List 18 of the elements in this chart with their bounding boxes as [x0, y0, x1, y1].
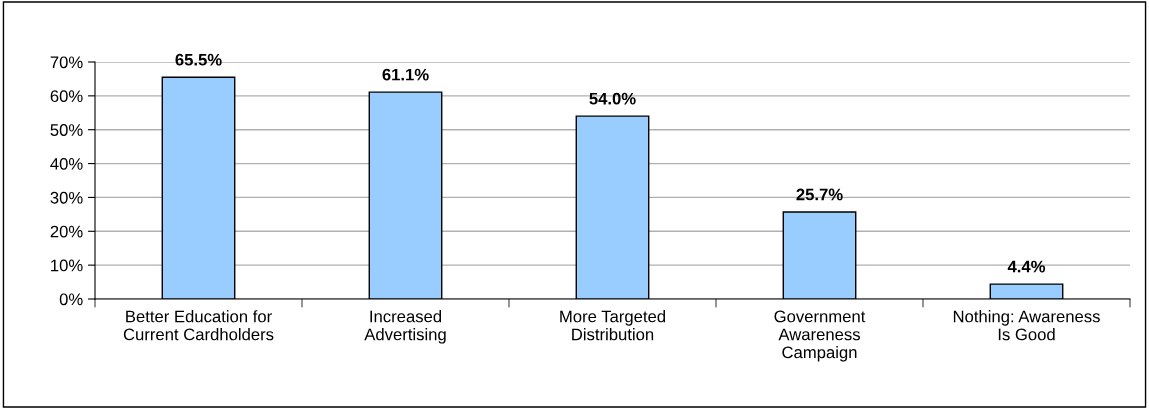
y-tick-label: 50%: [50, 124, 83, 136]
y-tick-label: 10%: [51, 259, 83, 272]
data-label: 65.5%: [175, 53, 222, 66]
y-tick-label: 20%: [50, 225, 83, 238]
x-tick-label: Government Awareness Campaign: [774, 310, 866, 362]
x-tick-label: More Targeted Distribution: [560, 310, 666, 341]
y-tick-label: 0%: [59, 293, 83, 306]
data-label: 25.7%: [796, 188, 843, 201]
data-label: 4.4%: [1007, 260, 1046, 273]
data-label: 61.1%: [382, 68, 429, 81]
y-tick-label: 60%: [50, 90, 83, 103]
x-tick-label: Better Education for Current Cardholders: [123, 310, 274, 341]
data-label: 54.0%: [589, 92, 636, 105]
x-tick-label: Increased Advertising: [364, 310, 446, 344]
y-tick-label: 40%: [50, 157, 83, 170]
x-tick-label: Nothing: Awareness Is Good: [953, 310, 1100, 341]
y-tick-label: 30%: [50, 191, 83, 204]
y-tick-label: 70%: [50, 56, 83, 69]
